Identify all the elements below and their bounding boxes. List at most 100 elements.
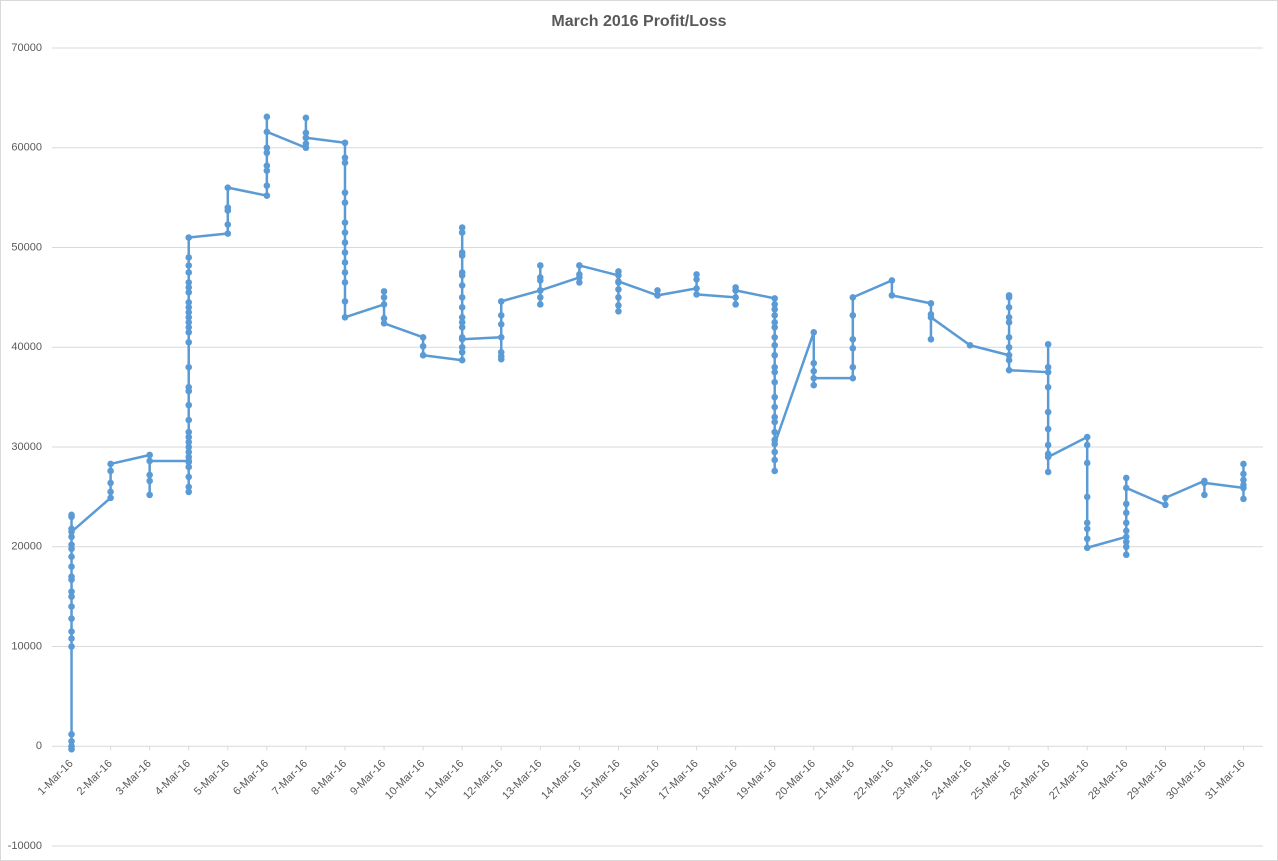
data-point: [458, 304, 466, 311]
data-point: [146, 477, 153, 485]
data-point: [693, 271, 700, 278]
data-point: [185, 488, 193, 496]
data-point: [302, 114, 310, 122]
data-point: [341, 189, 349, 196]
data-point: [185, 299, 193, 306]
data-point: [341, 249, 349, 256]
data-point: [68, 603, 75, 610]
data-point: [497, 352, 505, 360]
data-point: [1201, 491, 1208, 499]
data-point: [1240, 476, 1247, 484]
data-point: [966, 341, 974, 349]
data-point: [341, 239, 349, 246]
data-point: [185, 319, 193, 326]
data-point: [497, 333, 505, 341]
data-point: [341, 229, 349, 236]
data-point: [185, 304, 193, 311]
data-point: [771, 467, 778, 475]
data-point: [1005, 319, 1013, 326]
data-point: [771, 312, 778, 319]
data-point: [224, 184, 232, 191]
data-point: [615, 302, 622, 309]
data-point: [224, 204, 232, 211]
data-point: [185, 433, 193, 441]
data-point: [185, 383, 193, 391]
data-point: [810, 367, 818, 375]
data-point: [849, 374, 857, 382]
data-point: [771, 403, 778, 411]
data-point: [185, 448, 193, 456]
data-point: [185, 443, 193, 451]
data-point: [341, 219, 349, 226]
data-point: [68, 737, 75, 745]
data-point: [771, 301, 778, 308]
data-point: [1240, 470, 1247, 478]
data-point: [1005, 333, 1013, 341]
data-point: [1083, 441, 1091, 449]
data-point: [1122, 500, 1130, 508]
data-point: [68, 563, 75, 570]
data-point: [1162, 494, 1169, 502]
data-point: [732, 294, 739, 301]
data-point: [263, 162, 271, 170]
data-point: [1240, 481, 1247, 489]
y-tick-label: 0: [36, 740, 42, 752]
data-point: [68, 528, 75, 536]
data-point: [458, 348, 466, 356]
y-tick-label: -10000: [8, 840, 42, 852]
data-point: [1083, 459, 1091, 467]
data-point: [68, 533, 75, 541]
data-point: [615, 308, 622, 315]
data-point: [185, 483, 193, 491]
data-point: [615, 268, 622, 275]
data-point: [68, 745, 75, 753]
data-point: [771, 413, 778, 421]
data-point: [927, 335, 935, 343]
data-point: [185, 309, 193, 316]
data-point: [1044, 453, 1052, 461]
data-point: [771, 333, 778, 341]
data-point: [380, 301, 388, 308]
data-point: [1122, 543, 1130, 551]
data-point: [654, 287, 661, 294]
data-point: [68, 593, 75, 600]
data-point: [771, 306, 778, 313]
data-point: [185, 284, 193, 291]
data-point: [107, 467, 114, 475]
data-point: [68, 643, 75, 650]
data-point: [458, 335, 466, 343]
data-point: [146, 491, 153, 499]
data-point: [771, 363, 778, 371]
data-point: [537, 294, 544, 301]
data-point: [849, 312, 857, 319]
data-point: [458, 269, 466, 276]
data-point: [888, 277, 896, 284]
y-tick-label: 50000: [11, 241, 42, 253]
data-point: [458, 294, 466, 301]
data-point: [1044, 408, 1052, 416]
data-point: [185, 458, 193, 466]
data-point: [1122, 519, 1130, 527]
data-point: [68, 511, 75, 519]
data-point: [185, 324, 193, 331]
data-point: [615, 286, 622, 293]
data-point: [458, 356, 466, 364]
data-point: [263, 182, 271, 189]
data-point: [1005, 304, 1013, 311]
data-point: [341, 139, 349, 147]
data-point: [576, 271, 583, 278]
data-point: [185, 463, 193, 471]
data-point: [497, 298, 505, 305]
data-point: [1122, 527, 1130, 535]
data-point: [1044, 441, 1052, 449]
data-point: [927, 314, 935, 321]
data-point: [302, 134, 310, 142]
data-point: [1122, 538, 1130, 546]
data-point: [927, 300, 935, 307]
data-point: [458, 224, 466, 231]
data-point: [185, 254, 193, 261]
data-point: [537, 262, 544, 269]
data-point: [1044, 340, 1052, 348]
